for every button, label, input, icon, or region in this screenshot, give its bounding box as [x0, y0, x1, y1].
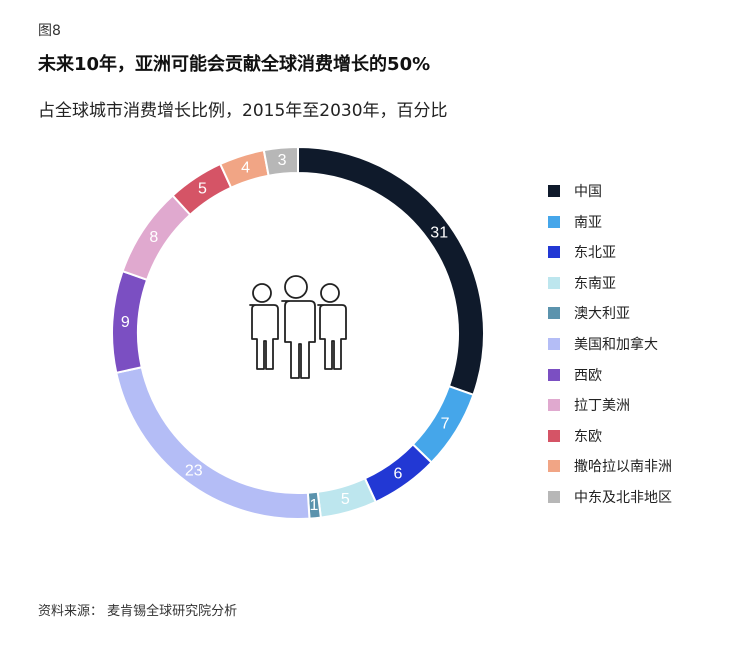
legend-item: 撒哈拉以南非洲	[548, 455, 672, 477]
people-group-icon	[249, 275, 347, 379]
chart-subtitle: 占全球城市消费增长比例，2015年至2030年，百分比	[38, 101, 448, 121]
legend-swatch	[548, 185, 560, 197]
donut-label-3: 6	[394, 466, 403, 483]
legend-label: 拉丁美洲	[574, 398, 630, 415]
legend-item: 东南亚	[548, 272, 672, 294]
legend-item: 美国和加拿大	[548, 333, 672, 355]
donut-label-8: 8	[149, 229, 158, 246]
legend-item: 中东及北非地区	[548, 486, 672, 508]
legend-label: 东南亚	[574, 275, 616, 292]
legend-swatch	[548, 399, 560, 412]
legend-swatch	[548, 460, 560, 473]
legend-label: 撒哈拉以南非洲	[574, 459, 672, 476]
donut-label-5: 1	[310, 497, 319, 514]
legend-swatch	[548, 490, 560, 503]
legend-label: 中国	[574, 184, 602, 200]
legend-item: 拉丁美洲	[548, 394, 672, 416]
legend-swatch	[548, 276, 560, 289]
legend-item: 南亚	[548, 211, 672, 233]
donut-label-6: 23	[185, 463, 203, 480]
legend-label: 澳大利亚	[574, 306, 630, 323]
legend-item: 澳大利亚	[548, 302, 672, 324]
legend-swatch	[548, 307, 560, 320]
legend-item: 东欧	[548, 425, 672, 447]
donut-label-10: 4	[241, 160, 250, 177]
legend-label: 东北亚	[574, 245, 616, 262]
legend-swatch	[548, 368, 560, 381]
legend-item: 东北亚	[548, 241, 672, 263]
donut-label-4: 5	[341, 491, 350, 508]
legend-label: 南亚	[574, 214, 602, 231]
legend-label: 东欧	[574, 428, 602, 445]
legend-item: 西欧	[548, 364, 672, 386]
legend-label: 美国和加拿大	[574, 336, 658, 353]
legend-swatch	[548, 215, 560, 228]
legend-label: 中东及北非地区	[574, 489, 672, 506]
legend-swatch	[548, 337, 560, 350]
donut-label-9: 5	[198, 180, 207, 197]
source-note: 资料来源： 麦肯锡全球研究院分析	[38, 604, 238, 619]
donut-label-1: 31	[430, 225, 448, 242]
donut-slice-11	[262, 145, 299, 177]
donut-label-2: 7	[441, 416, 450, 433]
legend-swatch	[548, 246, 560, 259]
legend-item: 中国	[548, 180, 672, 202]
legend-swatch	[548, 429, 560, 442]
donut-label-11: 3	[278, 152, 287, 169]
donut-slice-6	[115, 366, 311, 520]
legend: 中国南亚东北亚东南亚澳大利亚美国和加拿大 西欧拉丁美洲东欧撒哈拉以南非洲 中东及北非…	[548, 180, 672, 517]
legend-label: 西欧	[574, 367, 602, 384]
donut-label-7: 9	[121, 314, 130, 331]
chart-title: 未来10年，亚洲可能会贡献全球消费增长的50%	[38, 54, 431, 75]
figure-label: 图8	[38, 23, 61, 39]
